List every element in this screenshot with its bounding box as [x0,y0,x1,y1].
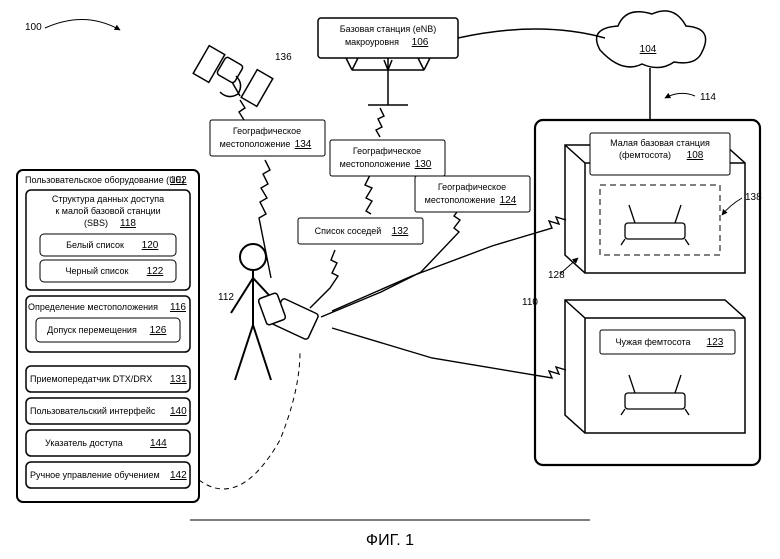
ue-ref: 102 [170,175,187,186]
bigbox-ref: 110 [522,297,538,308]
ue-title: Пользовательское оборудование (UE) [25,175,185,185]
enb-ref: 106 [412,37,429,48]
neigh-132: Список соседей 132 [298,218,423,244]
move-label: Допуск перемещения [47,325,137,335]
sbs-l3: (SBS) [84,218,108,228]
white-label: Белый список [66,240,124,250]
black-label: Черный список [66,266,129,276]
enb-box: Базовая станция (eNB) макроуровня 106 [318,18,458,105]
sbsbox-ref: 108 [687,150,704,161]
cloud-ref: 104 [640,44,657,55]
net-ref: 114 [700,92,716,103]
system-ref-arrow [45,19,120,30]
dtx-ref: 131 [170,374,187,385]
geo-130: Географическое местоположение 130 [330,140,445,176]
move-ref: 126 [150,325,167,336]
sbs-ref: 118 [120,218,136,229]
g134-l1: Географическое [233,126,301,136]
enb-l2: макроуровня [345,37,399,47]
man-title: Ручное управление обучением [30,470,160,480]
neigh-label: Список соседей [315,226,382,236]
geo-134: Географическое местоположение 134 [210,120,325,156]
foreign-ref: 123 [707,337,724,348]
ue-panel: Пользовательское оборудование (UE) 102 С… [17,170,199,502]
cloud-icon: 104 [597,11,706,68]
net-ref-arrow [665,93,695,98]
dtx-title: Приемопередатчик DTX/DRX [30,374,152,384]
g130-ref: 130 [415,159,432,170]
loc-title: Определение местоположения [28,302,158,312]
person-ref: 112 [218,292,234,303]
enb-cloud-link [458,29,605,38]
g130-l1: Географическое [353,146,421,156]
geo-124: Географическое местоположение 124 [415,176,530,212]
neigh-ref: 132 [392,226,409,237]
acc-ref: 144 [150,438,167,449]
system-ref: 100 [25,22,42,33]
black-ref: 122 [147,266,164,277]
ui-title: Пользовательский интерфейс [30,406,156,416]
man-ref: 142 [170,470,187,481]
sbsbox-l2: (фемтосота) [619,150,671,160]
ui-ref: 140 [170,406,187,417]
g134-ref: 134 [295,139,312,150]
g130-l2: местоположение [340,159,411,169]
acc-title: Указатель доступа [45,438,123,448]
person-icon [231,244,319,380]
enb-l1: Базовая станция (eNB) [340,24,436,34]
ue-to-phone-link [199,352,300,489]
g134-l2: местоположение [220,139,291,149]
loc-ref: 116 [170,302,186,313]
g124-l2: местоположение [425,195,496,205]
dash-ref: 138 [745,192,762,203]
sbs-l1: Структура данных доступа [52,194,164,204]
g124-ref: 124 [500,195,517,206]
sat-ref: 136 [275,52,292,63]
satellite-icon [193,46,273,107]
g124-l1: Географическое [438,182,506,192]
building-container: Малая базовая станция (фемтосота) 108 13… [535,120,762,465]
figure-label: ФИГ. 1 [366,532,414,549]
foreign-label: Чужая фемтосота [615,337,690,347]
diagram-root: 100 Пользовательское оборудование (UE) 1… [0,0,780,559]
white-ref: 120 [142,240,159,251]
sbs-l2: к малой базовой станции [55,206,160,216]
sbsbox-l1: Малая базовая станция [610,138,710,148]
